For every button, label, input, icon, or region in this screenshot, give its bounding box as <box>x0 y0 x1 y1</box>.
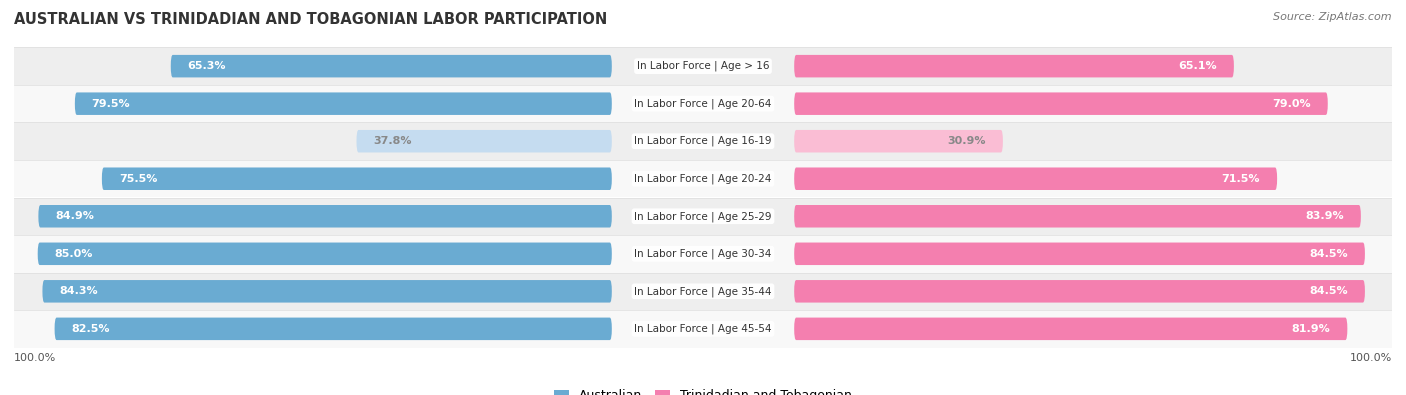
Text: 85.0%: 85.0% <box>55 249 93 259</box>
Bar <box>14 160 1392 198</box>
FancyBboxPatch shape <box>794 130 1002 152</box>
FancyBboxPatch shape <box>42 280 612 303</box>
Text: 82.5%: 82.5% <box>72 324 110 334</box>
Text: 37.8%: 37.8% <box>374 136 412 146</box>
FancyBboxPatch shape <box>38 243 612 265</box>
Text: In Labor Force | Age 20-64: In Labor Force | Age 20-64 <box>634 98 772 109</box>
Bar <box>14 235 1392 273</box>
Text: 84.9%: 84.9% <box>55 211 94 221</box>
FancyBboxPatch shape <box>101 167 612 190</box>
Text: 81.9%: 81.9% <box>1292 324 1330 334</box>
Text: 100.0%: 100.0% <box>14 353 56 363</box>
FancyBboxPatch shape <box>794 167 1277 190</box>
FancyBboxPatch shape <box>55 318 612 340</box>
Text: 84.3%: 84.3% <box>59 286 98 296</box>
Text: 65.3%: 65.3% <box>187 61 226 71</box>
FancyBboxPatch shape <box>357 130 612 152</box>
FancyBboxPatch shape <box>794 205 1361 228</box>
Text: In Labor Force | Age 30-34: In Labor Force | Age 30-34 <box>634 248 772 259</box>
Bar <box>14 122 1392 160</box>
FancyBboxPatch shape <box>170 55 612 77</box>
Legend: Australian, Trinidadian and Tobagonian: Australian, Trinidadian and Tobagonian <box>550 384 856 395</box>
Text: 65.1%: 65.1% <box>1178 61 1218 71</box>
Bar <box>14 310 1392 348</box>
Text: 30.9%: 30.9% <box>948 136 986 146</box>
FancyBboxPatch shape <box>794 280 1365 303</box>
FancyBboxPatch shape <box>75 92 612 115</box>
Text: In Labor Force | Age 45-54: In Labor Force | Age 45-54 <box>634 324 772 334</box>
Bar <box>14 273 1392 310</box>
Text: 84.5%: 84.5% <box>1309 249 1348 259</box>
Text: In Labor Force | Age 35-44: In Labor Force | Age 35-44 <box>634 286 772 297</box>
Text: 100.0%: 100.0% <box>1350 353 1392 363</box>
FancyBboxPatch shape <box>794 55 1234 77</box>
FancyBboxPatch shape <box>794 318 1347 340</box>
Bar <box>14 85 1392 122</box>
Text: 79.0%: 79.0% <box>1272 99 1310 109</box>
Text: 71.5%: 71.5% <box>1222 174 1260 184</box>
Bar <box>14 198 1392 235</box>
Text: In Labor Force | Age 16-19: In Labor Force | Age 16-19 <box>634 136 772 147</box>
FancyBboxPatch shape <box>794 243 1365 265</box>
Bar <box>14 47 1392 85</box>
Text: In Labor Force | Age 25-29: In Labor Force | Age 25-29 <box>634 211 772 222</box>
Text: In Labor Force | Age > 16: In Labor Force | Age > 16 <box>637 61 769 71</box>
FancyBboxPatch shape <box>38 205 612 228</box>
Text: In Labor Force | Age 20-24: In Labor Force | Age 20-24 <box>634 173 772 184</box>
Text: Source: ZipAtlas.com: Source: ZipAtlas.com <box>1274 12 1392 22</box>
Text: 75.5%: 75.5% <box>118 174 157 184</box>
FancyBboxPatch shape <box>794 92 1327 115</box>
Text: 84.5%: 84.5% <box>1309 286 1348 296</box>
Text: AUSTRALIAN VS TRINIDADIAN AND TOBAGONIAN LABOR PARTICIPATION: AUSTRALIAN VS TRINIDADIAN AND TOBAGONIAN… <box>14 12 607 27</box>
Text: 79.5%: 79.5% <box>91 99 131 109</box>
Text: 83.9%: 83.9% <box>1305 211 1344 221</box>
